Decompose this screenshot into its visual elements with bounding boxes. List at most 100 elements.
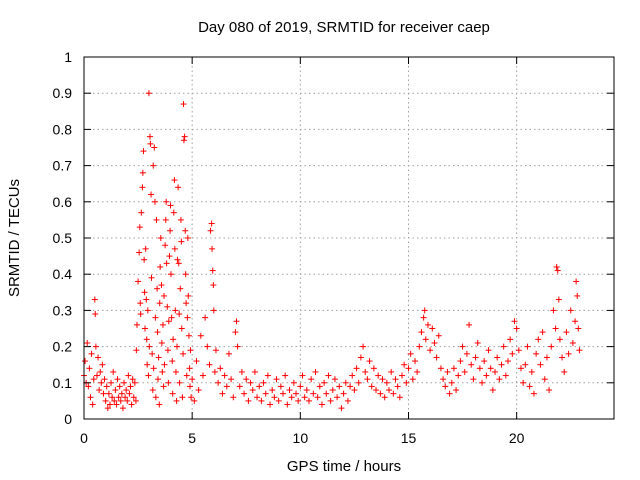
data-point	[351, 387, 358, 394]
data-point	[455, 372, 462, 379]
data-point	[188, 394, 195, 401]
data-point	[511, 318, 518, 325]
x-axis: 0 5 10 15 20	[80, 57, 525, 446]
data-point	[171, 245, 178, 252]
data-point	[500, 343, 507, 350]
data-point	[132, 397, 139, 404]
data-point	[273, 376, 280, 383]
data-point	[546, 387, 553, 394]
data-point	[137, 311, 144, 318]
data-point	[327, 397, 334, 404]
data-point	[126, 390, 133, 397]
data-point	[314, 394, 321, 401]
data-point	[186, 365, 193, 372]
data-point	[565, 350, 572, 357]
data-point	[323, 390, 330, 397]
data-point	[215, 379, 222, 386]
data-point	[162, 216, 169, 223]
data-point	[555, 296, 562, 303]
chart-title: Day 080 of 2019, SRMTID for receiver cae…	[198, 19, 490, 36]
data-point	[171, 177, 178, 184]
y-tick-label: 0.2	[53, 339, 73, 355]
data-point	[256, 383, 263, 390]
data-point	[147, 140, 154, 147]
data-point	[496, 376, 503, 383]
data-point	[299, 372, 306, 379]
data-point	[206, 361, 213, 368]
data-point	[109, 394, 116, 401]
data-point	[90, 376, 97, 383]
data-point	[163, 260, 170, 267]
data-point	[381, 394, 388, 401]
data-point	[498, 361, 505, 368]
data-point	[422, 336, 429, 343]
data-point	[84, 339, 91, 346]
data-point	[485, 347, 492, 354]
data-point	[353, 365, 360, 372]
y-tick-label: 0.4	[53, 266, 73, 282]
data-point	[390, 390, 397, 397]
data-point	[151, 198, 158, 205]
data-point	[145, 372, 152, 379]
data-point	[288, 394, 295, 401]
data-point	[373, 387, 380, 394]
data-point	[293, 390, 299, 397]
data-point	[234, 343, 241, 350]
data-point	[347, 383, 354, 390]
data-point	[530, 390, 537, 397]
data-point	[334, 394, 341, 401]
data-point	[433, 354, 440, 361]
data-point	[101, 376, 108, 383]
x-tick-label: 10	[293, 430, 309, 446]
data-point	[533, 350, 540, 357]
data-point	[103, 383, 110, 390]
data-points	[81, 90, 583, 412]
data-point	[187, 383, 193, 390]
data-point	[509, 350, 516, 357]
data-point	[112, 387, 119, 394]
data-point	[251, 368, 258, 375]
data-point	[431, 339, 438, 346]
data-point	[556, 336, 563, 343]
data-point	[424, 321, 431, 328]
data-point	[528, 368, 535, 375]
data-point	[526, 383, 533, 390]
data-point	[442, 383, 449, 390]
data-point	[321, 379, 328, 386]
data-point	[492, 368, 499, 375]
data-point	[297, 383, 304, 390]
data-point	[156, 401, 163, 408]
data-point	[167, 202, 174, 209]
data-point	[576, 347, 583, 354]
data-point	[148, 274, 155, 281]
data-point	[204, 343, 211, 350]
data-point	[264, 372, 271, 379]
data-point	[416, 343, 423, 350]
y-tick-label: 0.6	[53, 194, 73, 210]
data-point	[217, 365, 224, 372]
data-point	[129, 376, 136, 383]
data-point	[290, 379, 297, 386]
data-point	[446, 390, 453, 397]
data-point	[187, 347, 194, 354]
data-point	[154, 376, 161, 383]
data-point	[388, 368, 395, 375]
data-point	[329, 387, 336, 394]
data-point	[210, 282, 217, 289]
data-point	[552, 325, 559, 332]
data-point	[209, 267, 216, 274]
data-point	[141, 289, 148, 296]
y-tick-label: 0.1	[53, 375, 73, 391]
data-point	[165, 379, 172, 386]
data-point	[461, 368, 468, 375]
data-point	[175, 260, 182, 267]
data-point	[355, 379, 362, 386]
data-point	[541, 376, 548, 383]
data-point	[128, 401, 135, 408]
data-point	[180, 350, 187, 357]
data-point	[183, 372, 190, 379]
data-point	[173, 397, 180, 404]
data-point	[435, 332, 442, 339]
data-point	[487, 365, 494, 372]
